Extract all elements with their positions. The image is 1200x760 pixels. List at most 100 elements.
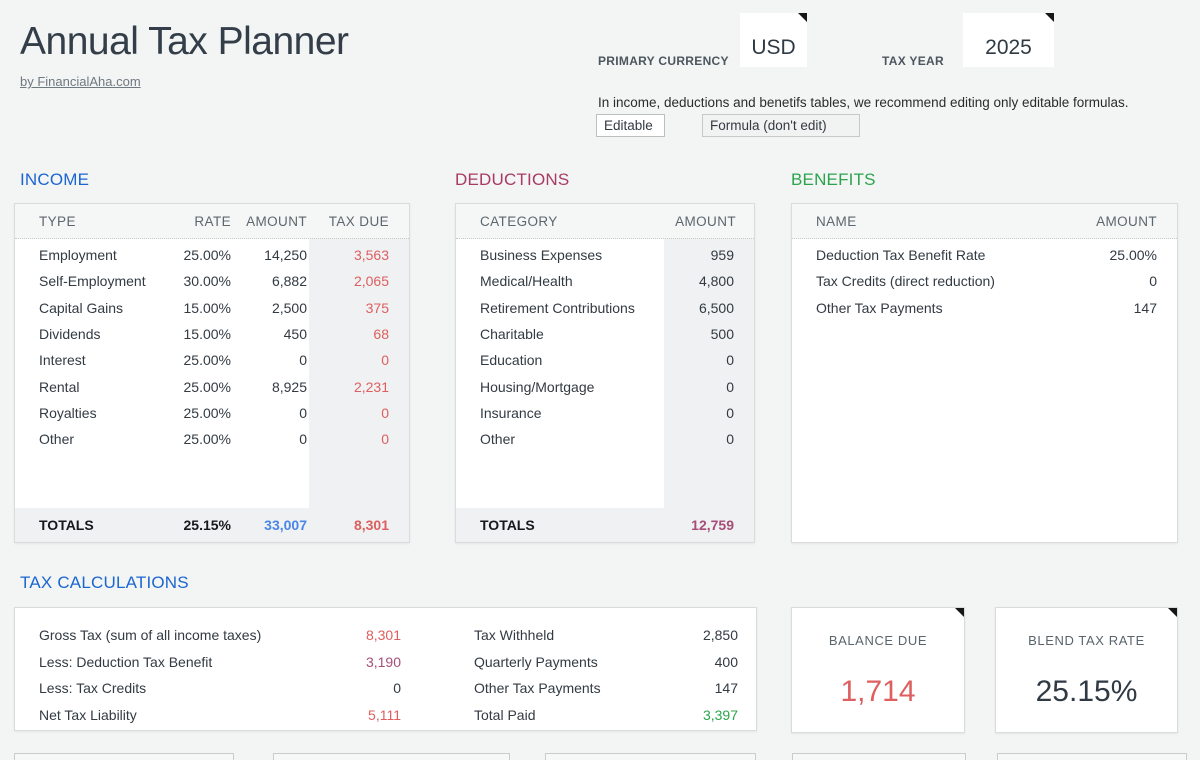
tax-calc-row: Gross Tax (sum of all income taxes) 8,30…: [39, 622, 401, 649]
income-formula-column-shade: [309, 239, 409, 508]
tax-calc-row-value: 8,301: [365, 627, 401, 644]
income-rate-cell[interactable]: 30.00%: [183, 273, 231, 290]
income-taxdue-cell: 2,065: [353, 273, 389, 290]
deductions-table-row: Housing/Mortgage 0: [456, 373, 754, 399]
tax-calc-row-value: 0: [393, 680, 401, 697]
note-marker-icon: [1168, 608, 1177, 617]
income-amount-cell[interactable]: 0: [299, 404, 307, 421]
income-totals-label: TOTALS: [39, 517, 94, 533]
deductions-table-row: Other 0: [456, 426, 754, 452]
deductions-table-header: CATEGORY AMOUNT: [456, 204, 754, 239]
benefits-rows: Deduction Tax Benefit Rate 25.00% Tax Cr…: [792, 242, 1177, 321]
tax-year-select-cell[interactable]: 2025: [963, 13, 1054, 67]
benefit-name-cell[interactable]: Other Tax Payments: [816, 299, 943, 316]
income-type-cell[interactable]: Interest: [39, 352, 86, 369]
deduction-category-cell[interactable]: Retirement Contributions: [480, 299, 635, 316]
income-type-cell[interactable]: Other: [39, 431, 75, 448]
income-rate-cell[interactable]: 25.00%: [183, 378, 231, 395]
income-type-cell[interactable]: Capital Gains: [39, 299, 124, 316]
income-rate-cell[interactable]: 25.00%: [183, 247, 231, 264]
editing-note: In income, deductions and benetifs table…: [598, 95, 1129, 110]
tax-year-label: TAX YEAR: [882, 54, 944, 68]
income-rate-cell[interactable]: 25.00%: [183, 404, 231, 421]
note-marker-icon: [955, 608, 964, 617]
blend-tax-rate-value: 25.15%: [1035, 675, 1138, 708]
benefit-amount-cell[interactable]: 147: [1133, 299, 1157, 316]
income-amount-cell[interactable]: 2,500: [271, 299, 307, 316]
income-amount-cell[interactable]: 6,882: [271, 273, 307, 290]
deduction-category-cell[interactable]: Other: [480, 431, 516, 448]
income-totals-row: TOTALS 25.15% 33,007 8,301: [15, 508, 409, 542]
legend-formula-swatch: Formula (don't edit): [702, 114, 860, 137]
deduction-amount-cell: 500: [710, 326, 734, 343]
deduction-category-cell[interactable]: Medical/Health: [480, 273, 573, 290]
tax-calc-row: Quarterly Payments 400: [474, 649, 738, 676]
currency-select-cell[interactable]: USD: [740, 13, 807, 67]
deduction-amount-cell: 6,500: [698, 299, 734, 316]
income-col-taxdue: TAX DUE: [328, 213, 389, 229]
deductions-table-body: Business Expenses 959 Medical/Health 4,8…: [456, 239, 754, 508]
deduction-category-cell[interactable]: Insurance: [480, 404, 542, 421]
benefit-amount-cell[interactable]: 25.00%: [1109, 247, 1157, 264]
deductions-table-row: Medical/Health 4,800: [456, 268, 754, 294]
benefit-amount-cell[interactable]: 0: [1149, 273, 1157, 290]
tax-calc-row: Net Tax Liability 5,111: [39, 702, 401, 729]
income-type-cell[interactable]: Self-Employment: [39, 273, 146, 290]
income-totals-taxdue: 8,301: [353, 517, 389, 533]
benefit-name-cell[interactable]: Tax Credits (direct reduction): [816, 273, 995, 290]
income-type-cell[interactable]: Rental: [39, 378, 80, 395]
deductions-totals-label: TOTALS: [480, 517, 535, 533]
income-rate-cell[interactable]: 15.00%: [183, 326, 231, 343]
tax-calculations-card: Gross Tax (sum of all income taxes) 8,30…: [14, 607, 757, 731]
next-section-card-stub: [273, 753, 510, 760]
benefit-name-cell[interactable]: Deduction Tax Benefit Rate: [816, 247, 986, 264]
income-type-cell[interactable]: Dividends: [39, 326, 101, 343]
income-type-cell[interactable]: Royalties: [39, 404, 97, 421]
deduction-category-cell[interactable]: Housing/Mortgage: [480, 378, 595, 395]
deductions-table-row: Retirement Contributions 6,500: [456, 295, 754, 321]
deductions-table-row: Insurance 0: [456, 400, 754, 426]
next-section-card-stub: [997, 753, 1187, 760]
benefits-table-body: Deduction Tax Benefit Rate 25.00% Tax Cr…: [792, 239, 1177, 542]
income-col-amount: AMOUNT: [246, 213, 307, 229]
benefits-table-header: NAME AMOUNT: [792, 204, 1177, 239]
income-type-cell[interactable]: Employment: [39, 247, 117, 264]
income-col-rate: RATE: [194, 213, 231, 229]
income-amount-cell[interactable]: 8,925: [271, 378, 307, 395]
note-marker-icon: [798, 13, 807, 22]
income-rows: Employment 25.00% 14,250 3,563 Self-Empl…: [15, 242, 409, 452]
income-table-row: Employment 25.00% 14,250 3,563: [15, 242, 409, 268]
tax-calc-row-value: 400: [714, 653, 738, 670]
tax-calc-row: Tax Withheld 2,850: [474, 622, 738, 649]
deduction-amount-cell: 0: [726, 352, 734, 369]
byline-link[interactable]: by FinancialAha.com: [20, 74, 141, 89]
income-rate-cell[interactable]: 25.00%: [183, 352, 231, 369]
income-col-type: TYPE: [39, 213, 76, 229]
deduction-category-cell[interactable]: Business Expenses: [480, 247, 603, 264]
deduction-category-cell[interactable]: Charitable: [480, 326, 544, 343]
tax-calc-right-column: Tax Withheld 2,850 Quarterly Payments 40…: [474, 622, 738, 728]
income-amount-cell[interactable]: 0: [299, 431, 307, 448]
balance-due-label: BALANCE DUE: [828, 633, 928, 648]
income-amount-cell[interactable]: 14,250: [264, 247, 307, 264]
deductions-col-category: CATEGORY: [480, 213, 558, 229]
income-table-row: Other 25.00% 0 0: [15, 426, 409, 452]
income-taxdue-cell: 0: [381, 404, 389, 421]
tax-calc-row-label: Other Tax Payments: [474, 680, 601, 697]
tax-calc-row: Less: Deduction Tax Benefit 3,190: [39, 649, 401, 676]
income-section-title: INCOME: [20, 170, 90, 189]
next-section-card-stub: [792, 753, 966, 760]
benefits-table-row: Deduction Tax Benefit Rate 25.00%: [792, 242, 1177, 268]
deduction-amount-cell: 0: [726, 378, 734, 395]
income-rate-cell[interactable]: 15.00%: [183, 299, 231, 316]
deduction-category-cell[interactable]: Education: [480, 352, 543, 369]
deduction-amount-cell: 0: [726, 404, 734, 421]
income-taxdue-cell: 0: [381, 352, 389, 369]
income-amount-cell[interactable]: 0: [299, 352, 307, 369]
deductions-col-amount: AMOUNT: [675, 213, 736, 229]
income-rate-cell[interactable]: 25.00%: [183, 431, 231, 448]
income-amount-cell[interactable]: 450: [283, 326, 307, 343]
benefits-table: NAME AMOUNT Deduction Tax Benefit Rate 2…: [791, 203, 1178, 543]
deductions-totals-row: TOTALS 12,759: [456, 508, 754, 542]
